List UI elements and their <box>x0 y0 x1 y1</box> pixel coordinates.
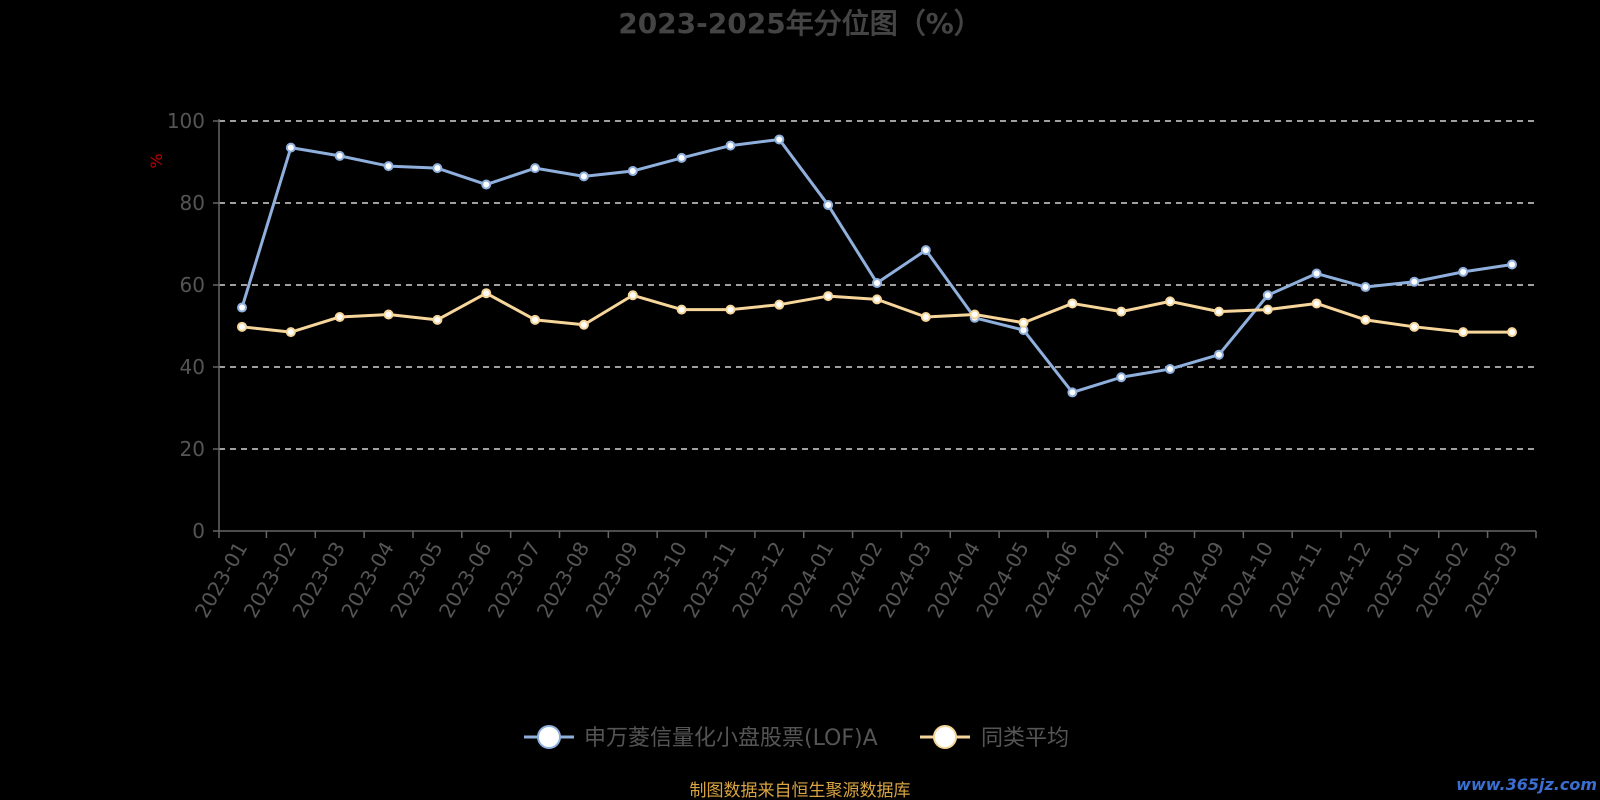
data-point[interactable] <box>1458 327 1469 338</box>
data-point[interactable] <box>1311 298 1322 309</box>
series-line-0 <box>240 137 1513 394</box>
y-axis-label: % <box>147 153 166 168</box>
data-point[interactable] <box>1116 372 1127 383</box>
data-point[interactable] <box>969 309 980 320</box>
data-point[interactable] <box>1165 296 1176 307</box>
y-tick-label: 20 <box>180 437 205 461</box>
data-point[interactable] <box>920 311 931 322</box>
data-point[interactable] <box>285 142 296 153</box>
data-point[interactable] <box>627 166 638 177</box>
data-point[interactable] <box>383 309 394 320</box>
data-point[interactable] <box>1213 306 1224 317</box>
y-tick-label: 0 <box>192 519 205 543</box>
legend-marker <box>933 725 957 749</box>
axes <box>213 119 1537 538</box>
data-point[interactable] <box>285 327 296 338</box>
data-point[interactable] <box>774 134 785 145</box>
data-point[interactable] <box>481 179 492 190</box>
data-point[interactable] <box>334 311 345 322</box>
data-point[interactable] <box>530 163 541 174</box>
legend-item-1[interactable]: 同类平均 <box>920 725 1069 751</box>
series-group <box>237 134 1517 398</box>
legend[interactable]: 申万菱信量化小盘股票(LOF)A 同类平均 <box>524 725 1069 751</box>
chart-title: 2023-2025年分位图（%） <box>618 7 982 40</box>
data-point[interactable] <box>774 299 785 310</box>
data-point[interactable] <box>1165 364 1176 375</box>
data-point[interactable] <box>725 304 736 315</box>
data-point[interactable] <box>1116 306 1127 317</box>
data-point[interactable] <box>1458 266 1469 277</box>
data-point[interactable] <box>872 294 882 305</box>
data-point[interactable] <box>1507 259 1517 270</box>
data-point[interactable] <box>823 291 834 302</box>
data-point[interactable] <box>1409 276 1420 287</box>
x-tick-labels: 2023-012023-022023-032023-042023-052023-… <box>190 538 1523 622</box>
data-point[interactable] <box>725 140 736 151</box>
data-point[interactable] <box>578 319 589 330</box>
y-tick-label: 60 <box>180 273 205 297</box>
data-point[interactable] <box>1311 268 1322 279</box>
data-point[interactable] <box>676 304 687 315</box>
data-point[interactable] <box>627 290 638 301</box>
legend-item-0[interactable]: 申万菱信量化小盘股票(LOF)A <box>524 725 878 751</box>
data-point[interactable] <box>481 288 492 299</box>
legend-label: 同类平均 <box>981 726 1069 751</box>
data-point[interactable] <box>676 152 687 163</box>
data-point[interactable] <box>1262 290 1273 301</box>
data-point[interactable] <box>530 314 541 325</box>
data-point[interactable] <box>432 314 443 325</box>
data-point[interactable] <box>1409 321 1420 332</box>
data-source-note: 制图数据来自恒生聚源数据库 <box>690 781 911 800</box>
data-point[interactable] <box>578 171 589 182</box>
data-point[interactable] <box>432 163 443 174</box>
data-point[interactable] <box>872 277 882 288</box>
data-point[interactable] <box>1067 298 1078 309</box>
data-point[interactable] <box>237 321 247 332</box>
y-tick-label: 80 <box>180 191 205 215</box>
data-point[interactable] <box>1360 282 1371 293</box>
data-point[interactable] <box>823 200 834 211</box>
watermark: www.365jz.com <box>1456 775 1597 794</box>
y-tick-label: 100 <box>167 109 205 133</box>
data-point[interactable] <box>383 161 394 172</box>
y-tick-labels: 0 20 40 60 80 100 <box>167 109 205 543</box>
data-point[interactable] <box>1067 387 1078 398</box>
data-point[interactable] <box>1018 317 1029 328</box>
data-point[interactable] <box>1262 304 1273 315</box>
legend-marker <box>537 725 561 749</box>
y-tick-label: 40 <box>180 355 205 379</box>
data-point[interactable] <box>334 150 345 161</box>
data-point[interactable] <box>1360 314 1371 325</box>
legend-label: 申万菱信量化小盘股票(LOF)A <box>584 726 878 751</box>
data-point[interactable] <box>1507 327 1517 338</box>
data-point[interactable] <box>1213 349 1224 360</box>
data-point[interactable] <box>237 302 247 313</box>
data-point[interactable] <box>920 245 931 256</box>
